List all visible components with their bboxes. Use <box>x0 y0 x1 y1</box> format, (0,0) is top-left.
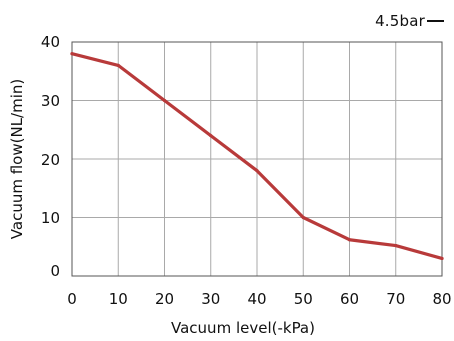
series-point <box>440 256 444 261</box>
legend-series-label: 4.5bar <box>375 12 426 30</box>
series-point <box>70 52 74 56</box>
grid-lines <box>71 41 443 277</box>
y-tick-label: 40 <box>41 33 60 51</box>
y-tick-label: 20 <box>41 151 60 169</box>
x-tick-label: 50 <box>294 290 313 308</box>
series-point <box>162 98 167 103</box>
y-axis-label: Vacuum flow(NL/min) <box>8 79 26 239</box>
x-axis-label: Vacuum level(-kPa) <box>171 319 315 337</box>
x-tick-label: 0 <box>67 290 77 308</box>
series-point <box>394 243 398 248</box>
x-tick-label: 80 <box>432 290 451 308</box>
series-layer <box>70 52 444 261</box>
series-point <box>116 63 120 67</box>
x-axis-tick-labels: 0 10 20 30 40 50 60 70 80 <box>67 290 451 308</box>
y-tick-label: 30 <box>41 92 60 110</box>
legend: 4.5bar <box>375 12 444 30</box>
x-tick-label: 40 <box>247 290 266 308</box>
x-tick-label: 20 <box>155 290 174 308</box>
series-point <box>301 215 305 220</box>
y-tick-label: 10 <box>41 209 60 227</box>
x-tick-label: 10 <box>109 290 128 308</box>
series-point <box>347 238 352 242</box>
x-tick-label: 30 <box>201 290 220 308</box>
x-tick-label: 70 <box>386 290 405 308</box>
series-point <box>209 134 213 138</box>
y-tick-label: 0 <box>50 262 60 280</box>
series-point <box>255 169 259 173</box>
plot-border <box>71 41 443 277</box>
x-tick-label: 60 <box>340 290 359 308</box>
y-axis-tick-labels: 0 10 20 30 40 <box>41 33 60 280</box>
